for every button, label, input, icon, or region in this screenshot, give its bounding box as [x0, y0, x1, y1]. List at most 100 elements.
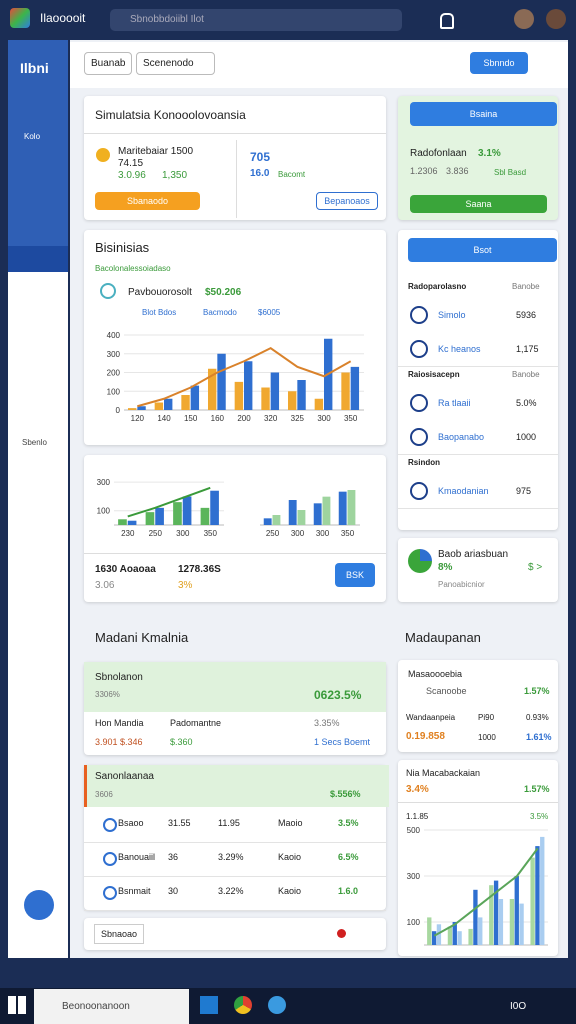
app-icon[interactable]: [268, 996, 286, 1014]
sidebar-item[interactable]: Sbenlo: [22, 438, 47, 447]
row-icon: [410, 428, 428, 446]
row-icon: [103, 886, 117, 900]
outline-button[interactable]: Bepanoaos: [316, 192, 378, 210]
promo-button[interactable]: Bsaina: [410, 102, 557, 126]
panel-value: 0623.5%: [314, 688, 362, 702]
row-value: 5.0%: [516, 398, 537, 408]
cell: Bsnmait: [118, 886, 151, 896]
x-tick-label: 120: [131, 414, 145, 423]
col-header: Padomantne: [170, 718, 222, 728]
bar: [540, 836, 545, 945]
x-tick-label: 325: [291, 414, 305, 423]
divider: [84, 910, 386, 911]
bar: [347, 490, 356, 525]
cell: Kaoio: [278, 852, 302, 862]
y-tick-label: 100: [407, 918, 421, 927]
chart-note: 3.5%: [530, 812, 549, 821]
y-tick-label: 300: [107, 350, 121, 359]
panel: [84, 918, 386, 950]
cell: 3.5%: [338, 818, 359, 828]
stat-button[interactable]: BSK: [335, 563, 375, 587]
chart-note: 1.1.85: [406, 812, 429, 821]
promo-sub: 1.2306: [410, 166, 438, 176]
group-title: Raiosisacepn: [408, 370, 460, 379]
row-value: 5936: [516, 310, 537, 320]
panel-sub: 3606: [95, 790, 113, 799]
y-tick-label: 100: [107, 387, 121, 396]
bar: [457, 931, 462, 945]
toolbar-button[interactable]: Buanab: [84, 52, 133, 75]
taskbar-search[interactable]: [34, 989, 189, 1024]
coin-icon: [96, 148, 110, 162]
cell: 0.19.858: [406, 731, 445, 742]
app-icon[interactable]: [234, 996, 252, 1014]
bar: [155, 507, 164, 525]
toolbar-action[interactable]: Sbnndo: [470, 52, 528, 74]
bell-icon[interactable]: [440, 13, 454, 29]
sidebar-active[interactable]: [8, 246, 68, 272]
sidebar-title: Ilbni: [20, 60, 49, 76]
col-header: Wandaanpeia: [406, 713, 456, 722]
panel-pct: 1.57%: [524, 784, 550, 794]
cell: 3.29%: [218, 852, 244, 862]
bar: [519, 903, 524, 945]
row-value: 1000: [516, 432, 537, 442]
taskbar-search-text: Beonoonanoon: [62, 1001, 130, 1012]
panel-pct: 1.57%: [524, 686, 550, 696]
group-title: Rsindon: [408, 458, 440, 467]
sidebar-item[interactable]: Kolo: [24, 132, 41, 141]
promo-button[interactable]: Saana: [410, 195, 547, 213]
bar: [272, 515, 281, 525]
bar: [208, 368, 217, 410]
row-icon: [410, 394, 428, 412]
search-box[interactable]: [110, 9, 402, 31]
bar: [447, 926, 453, 945]
bar: [313, 503, 322, 525]
bar: [190, 385, 200, 410]
bar: [127, 520, 137, 525]
panel-pct: 3.4%: [406, 784, 429, 795]
x-tick-label: 300: [316, 529, 330, 538]
chart-subtitle: Bacolonalessoiadaso: [95, 264, 171, 273]
panel: [398, 660, 558, 752]
fab[interactable]: [24, 890, 54, 920]
avatar[interactable]: [514, 9, 534, 29]
orange-button[interactable]: Sbanaodo: [95, 192, 200, 210]
chart-title: Bisinisias: [95, 240, 150, 255]
promo-badge: Sbl Basd: [494, 168, 527, 177]
promo-sub: 3.836: [446, 166, 469, 176]
kpi-note: Panoabicnior: [438, 580, 485, 589]
row-icon: [103, 818, 117, 832]
bar: [350, 366, 360, 410]
line-series: [137, 346, 352, 408]
y-tick-label: 200: [107, 369, 121, 378]
cell: 36: [168, 852, 179, 862]
row-value: 975: [516, 486, 532, 496]
x-tick-label: 350: [204, 529, 218, 538]
x-tick-label: 150: [184, 414, 198, 423]
bar: [473, 889, 478, 945]
bar: [489, 885, 494, 945]
divider: [398, 508, 558, 509]
bar: [261, 387, 270, 410]
toolbar-dropdown[interactable]: Scenenodo: [136, 52, 215, 75]
kpi-value: $50.206: [205, 287, 242, 298]
list-button[interactable]: Bsot: [408, 238, 557, 262]
bar: [314, 398, 324, 410]
blue-sub: 16.0: [250, 168, 270, 179]
panel-header: [84, 765, 389, 807]
x-tick-label: 200: [237, 414, 251, 423]
row-name: Simolo: [438, 310, 466, 320]
bar: [128, 408, 137, 410]
avatar[interactable]: [546, 9, 566, 29]
metric-label: Maritebaiar 1500: [118, 146, 194, 157]
app-icon[interactable]: [200, 996, 218, 1014]
cell: Bsaoo: [118, 818, 144, 828]
col-header: Hon Mandia: [95, 718, 144, 728]
start-button[interactable]: [8, 996, 26, 1014]
bar: [535, 846, 540, 945]
col-header: Pi90: [478, 713, 495, 722]
bar: [200, 507, 210, 525]
section-title: Madaupanan: [405, 630, 481, 645]
line-series: [127, 486, 211, 518]
